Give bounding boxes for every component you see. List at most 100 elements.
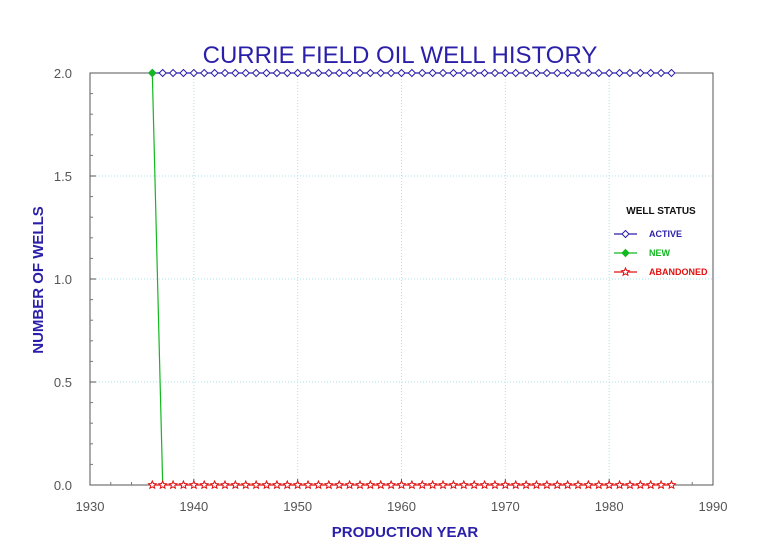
data-point [344,479,355,490]
data-point [635,479,646,490]
data-point [449,68,458,78]
data-point [418,68,427,78]
data-point [645,479,656,490]
data-point [199,479,210,490]
data-point [469,479,480,490]
data-point [594,68,603,78]
axis-ticks: 1930 1940 1950 1960 1970 1980 1990 0.0 0.5 1.0 1.5… [54,66,728,514]
data-point [553,68,562,78]
legend-marker [621,248,630,258]
y-tick-label: 0.0 [54,478,72,493]
data-point [614,479,625,490]
data-point [625,68,635,78]
data-point [282,479,293,490]
data-point [656,68,666,78]
data-point [334,68,344,78]
x-tick-label: 1950 [283,499,312,514]
data-point [521,68,531,78]
data-point [666,479,677,490]
chart-title: CURRIE FIELD OIL WELL HISTORY [203,42,598,69]
data-point [459,68,469,78]
y-tick-label: 1.5 [54,169,72,184]
y-tick-label: 0.5 [54,375,72,390]
data-point [365,479,376,490]
data-point [593,479,604,490]
data-point [375,479,386,490]
data-point [220,479,231,490]
data-point [220,68,230,78]
data-point [293,68,302,78]
data-point [584,68,593,78]
data-point [240,479,251,490]
data-point [437,479,448,490]
series-active [148,68,676,78]
data-point [636,68,645,78]
x-tick-label: 1940 [179,499,208,514]
data-point [489,479,501,490]
data-point [345,68,354,78]
data-point [313,479,324,490]
x-axis-label: PRODUCTION YEAR [332,524,479,541]
data-point [458,479,469,490]
data-point [583,479,594,490]
data-point [283,68,292,78]
data-point [355,479,366,490]
data-point [189,68,199,78]
data-point [510,479,521,490]
data-point [624,479,635,490]
data-point [406,479,417,490]
data-point [230,479,241,490]
grid [90,73,713,485]
data-point [511,68,520,78]
data-point [500,479,511,490]
data-point [209,479,220,490]
data-point [231,68,240,78]
data-point [178,479,189,490]
data-point [376,68,385,78]
legend-marker [621,229,630,239]
data-point [552,479,563,490]
data-point [148,68,157,78]
data-point [292,479,303,490]
x-tick-label: 1980 [595,499,624,514]
data-point [241,68,250,78]
legend-label: ABANDONED [649,267,708,277]
data-point [251,479,262,490]
y-tick-label: 2.0 [54,66,72,81]
data-point [261,479,272,490]
x-tick-label: 1970 [491,499,520,514]
x-tick-label: 1990 [699,499,728,514]
series-abandoned [147,479,677,490]
data-point [314,68,323,78]
data-point [427,479,438,490]
data-point [200,68,209,78]
data-point [251,68,261,78]
x-tick-label: 1960 [387,499,416,514]
data-point [667,68,676,78]
data-point [303,68,313,78]
data-point [604,479,615,490]
data-point [355,68,365,78]
data-point [615,68,624,78]
data-point [532,68,541,78]
data-point [147,479,158,490]
data-point [521,479,532,490]
data-point [272,68,282,78]
data-point [179,68,188,78]
data-point [397,68,406,78]
data-point [334,479,345,490]
legend-label: ACTIVE [649,229,682,239]
data-point [562,479,573,490]
x-tick-label: 1930 [76,499,105,514]
data-point [158,68,167,78]
data-point [407,68,417,78]
data-point [448,479,459,490]
data-point [541,479,552,490]
data-point [490,68,500,78]
data-point [302,479,314,490]
data-point [501,68,510,78]
data-point [271,479,282,490]
data-point [542,68,552,78]
data-point [262,68,271,78]
data-point [480,68,489,78]
